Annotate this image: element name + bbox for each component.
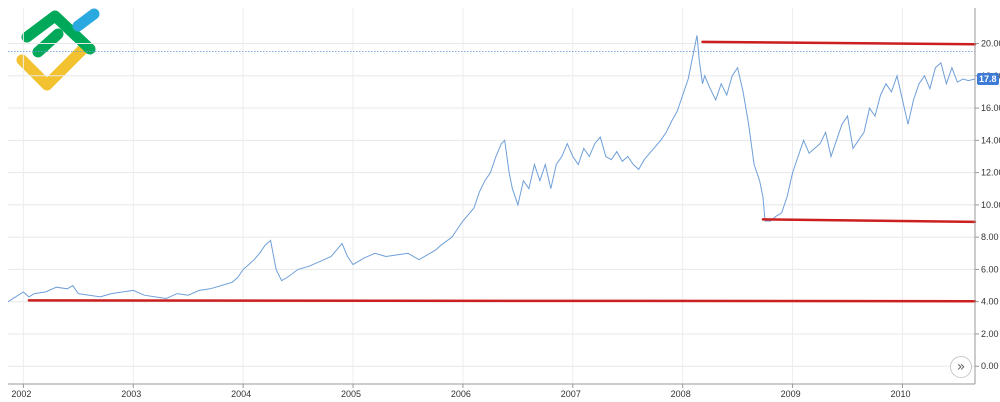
logo-blue-bar [72, 8, 100, 32]
level-line [761, 218, 977, 224]
x-tick-label: 2003 [121, 389, 141, 399]
y-tick-label: 14.00 [981, 135, 1000, 145]
y-axis-labels: 0.00 2.00 4.00 6.00 8.00 10.00 12.00 14.00 16.00… [981, 39, 1000, 372]
last-value-background [977, 73, 999, 86]
level-line [27, 299, 977, 303]
price-series-line [7, 35, 976, 303]
y-tick-label: 16.00 [981, 103, 1000, 113]
x-tick-label: 2006 [451, 389, 471, 399]
y-tick-label: 20.00 [981, 39, 1000, 49]
logo-green-bar [32, 28, 64, 58]
x-tick-label: 2005 [341, 389, 361, 399]
last-value-badge: 17.8 [977, 73, 999, 86]
x-tick-label: 2007 [561, 389, 581, 399]
y-tick-label: 4.00 [981, 297, 999, 307]
y-tick-label: 0.00 [981, 361, 999, 371]
double-chevron-right-icon: » [956, 359, 966, 375]
y-tick-label: 12.00 [981, 168, 1000, 178]
x-tick-label: 2009 [781, 389, 801, 399]
y-tick-label: 2.00 [981, 329, 999, 339]
scroll-to-latest-button[interactable]: » [950, 356, 972, 378]
x-tick-label: 2008 [671, 389, 691, 399]
x-tick-label: 2002 [11, 389, 31, 399]
support-resistance-levels [27, 40, 977, 303]
logo-green-chevron [21, 10, 96, 55]
logo-yellow-chevron [16, 42, 90, 91]
level-line [701, 40, 977, 46]
x-axis-labels: 2002 2003 2004 2005 2006 2007 2008 2009 2010 [11, 389, 910, 399]
last-value-label: 17.8 [979, 74, 997, 84]
brand-logo [16, 8, 100, 91]
y-tick-label: 6.00 [981, 264, 999, 274]
x-gridlines [22, 8, 903, 388]
y-gridlines [8, 43, 979, 367]
y-tick-label: 8.00 [981, 232, 999, 242]
y-tick-label: 10.00 [981, 200, 1000, 210]
x-tick-label: 2010 [890, 389, 910, 399]
x-tick-label: 2004 [231, 389, 251, 399]
